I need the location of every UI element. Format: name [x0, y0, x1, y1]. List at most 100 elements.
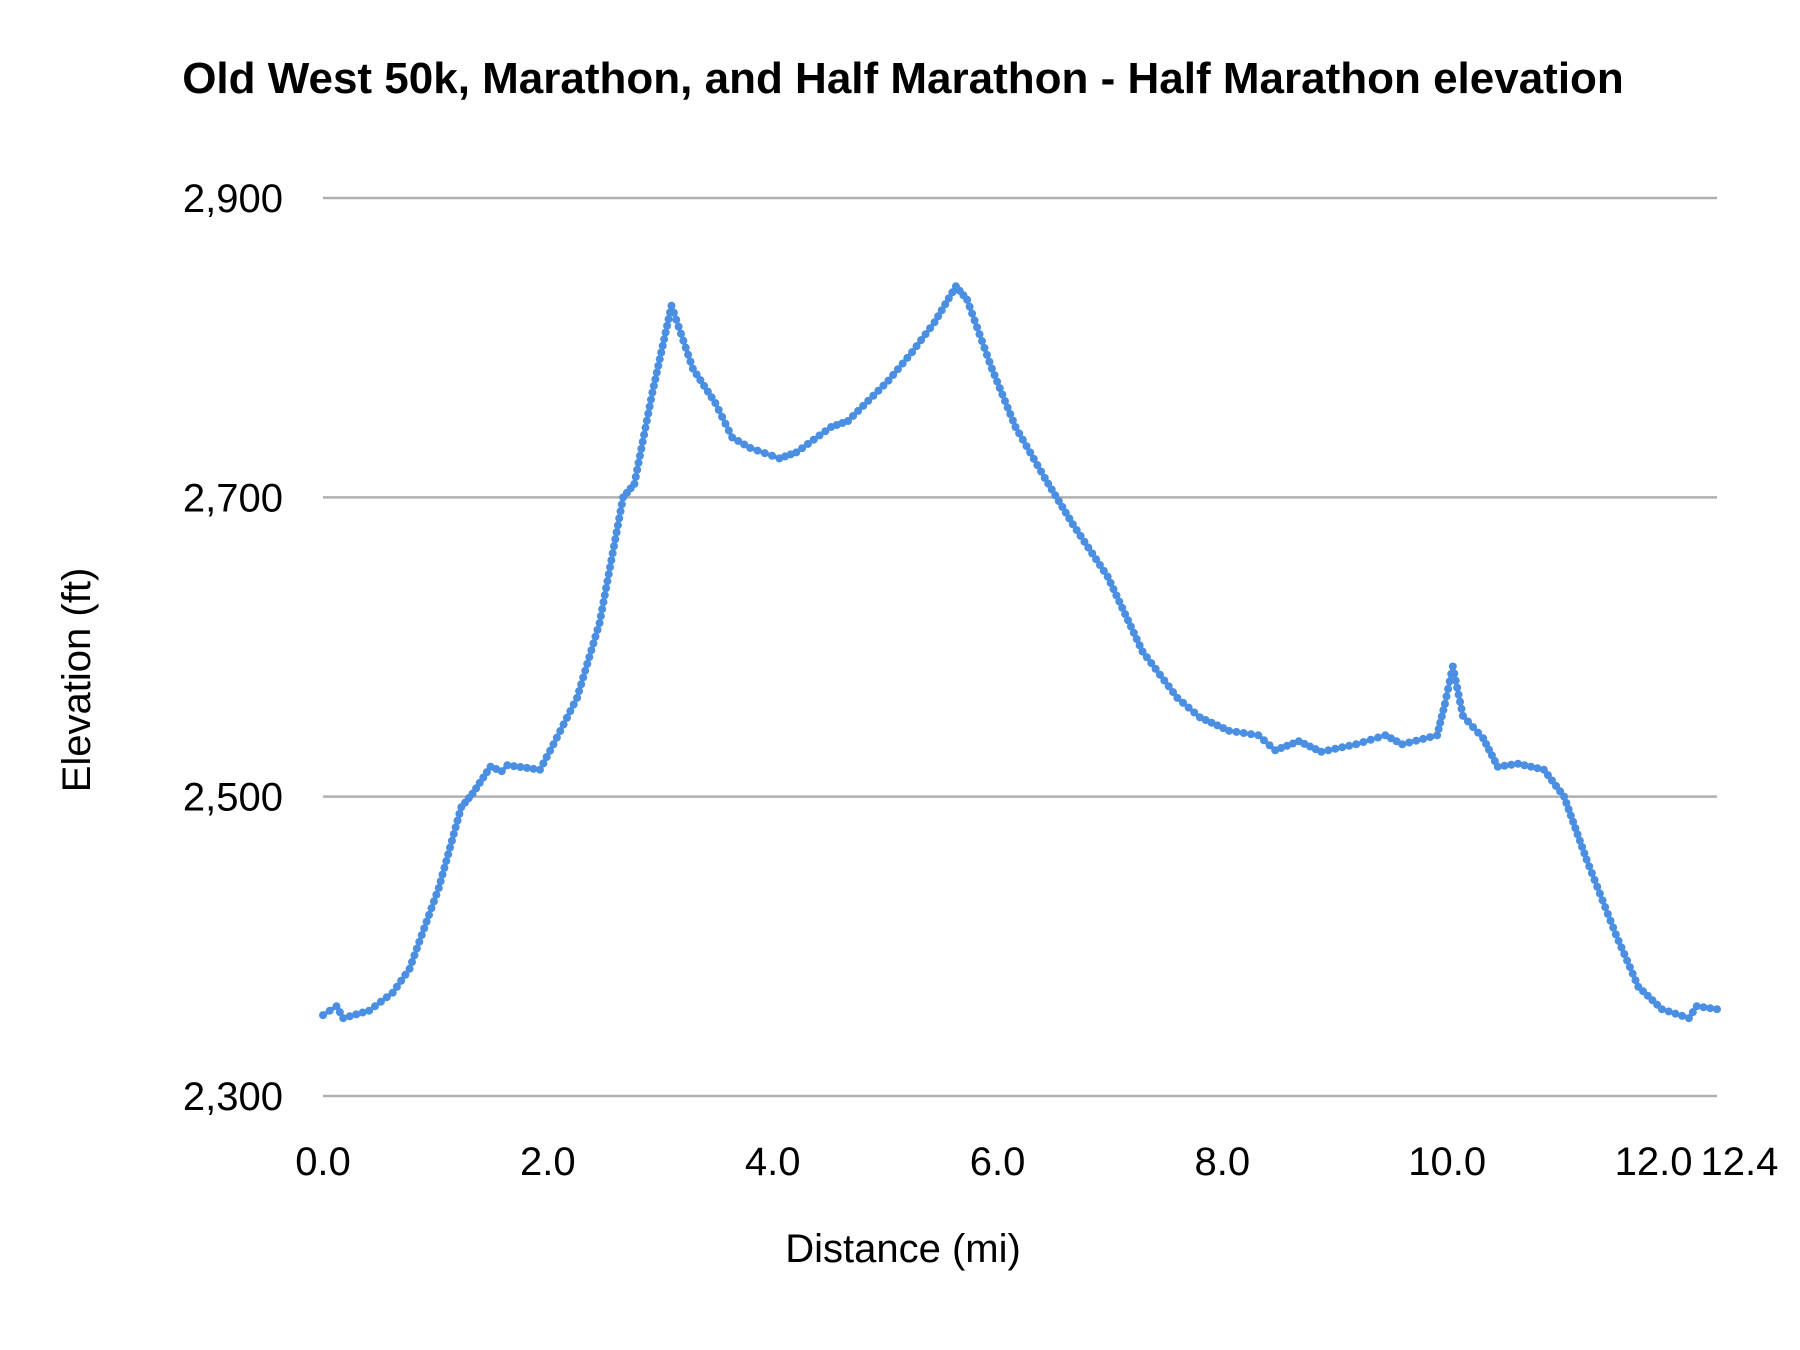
data-point: [609, 542, 618, 551]
data-point: [1352, 740, 1361, 749]
data-point: [1359, 738, 1368, 747]
data-point: [598, 605, 607, 614]
data-point: [407, 958, 416, 967]
data-point: [669, 308, 678, 317]
data-point: [589, 639, 598, 648]
data-point: [995, 384, 1004, 393]
data-point: [325, 1006, 334, 1015]
data-point: [1440, 699, 1449, 708]
data-point: [535, 765, 544, 774]
data-point: [552, 733, 561, 742]
data-point: [1623, 956, 1632, 965]
data-point: [1121, 610, 1130, 619]
data-point: [944, 294, 953, 303]
data-point: [1631, 976, 1640, 985]
data-point: [1247, 730, 1256, 739]
data-point: [604, 570, 613, 579]
data-point: [948, 288, 957, 297]
data-point: [1520, 761, 1529, 770]
data-point: [1657, 1005, 1666, 1014]
data-point: [1426, 733, 1435, 742]
data-point: [569, 700, 578, 709]
data-point: [746, 443, 755, 452]
data-point: [1184, 703, 1193, 712]
data-point: [332, 1002, 341, 1011]
x-tick-label: 10.0: [1408, 1140, 1486, 1184]
data-point: [358, 1008, 367, 1017]
data-point: [509, 762, 518, 771]
data-point: [1514, 759, 1523, 768]
data-point: [1164, 682, 1173, 691]
data-point: [1436, 718, 1445, 727]
data-point: [335, 1008, 344, 1017]
data-point: [889, 370, 898, 379]
data-point: [1603, 909, 1612, 918]
data-point: [792, 448, 801, 457]
data-point: [1022, 442, 1031, 451]
data-point: [1345, 741, 1354, 750]
data-point: [664, 315, 673, 324]
data-point: [587, 646, 596, 655]
data-point: [648, 388, 657, 397]
data-point: [740, 440, 749, 449]
data-point: [397, 976, 406, 985]
data-point: [1474, 728, 1483, 737]
data-point: [1434, 725, 1443, 734]
data-point: [365, 1006, 374, 1015]
data-point: [503, 761, 512, 770]
data-point: [602, 584, 611, 593]
data-point: [1566, 811, 1575, 820]
data-point: [1573, 830, 1582, 839]
data-point: [1092, 555, 1101, 564]
data-point: [1118, 603, 1127, 612]
data-point: [640, 430, 649, 439]
data-point: [1254, 731, 1263, 740]
data-point: [973, 323, 982, 332]
data-point: [879, 381, 888, 390]
data-point: [921, 330, 930, 339]
data-point: [975, 330, 984, 339]
data-point: [583, 659, 592, 668]
data-point: [1445, 677, 1454, 686]
data-point: [1684, 1014, 1693, 1023]
data-point: [1040, 473, 1049, 482]
data-point: [768, 451, 777, 460]
data-point: [417, 931, 426, 940]
data-point: [615, 514, 624, 523]
data-point: [990, 371, 999, 380]
data-point: [446, 843, 455, 852]
data-point: [1598, 896, 1607, 905]
data-point: [1564, 805, 1573, 814]
data-point: [603, 577, 612, 586]
data-point: [661, 328, 670, 337]
data-point: [1450, 669, 1459, 678]
data-point: [1625, 963, 1634, 972]
data-point: [1569, 817, 1578, 826]
data-point: [692, 370, 701, 379]
data-point: [1587, 869, 1596, 878]
data-point: [376, 997, 385, 1006]
data-point: [425, 910, 434, 919]
data-point: [1115, 597, 1124, 606]
data-point: [809, 435, 818, 444]
data-point: [1147, 659, 1156, 668]
data-point: [968, 309, 977, 318]
data-point: [1018, 435, 1027, 444]
data-point: [1173, 693, 1182, 702]
data-point: [412, 944, 421, 953]
data-point: [1595, 889, 1604, 898]
data-point: [1259, 736, 1268, 745]
data-point: [562, 713, 571, 722]
data-point: [1617, 943, 1626, 952]
data-point: [1606, 916, 1615, 925]
data-point: [854, 406, 863, 415]
data-point: [1109, 585, 1118, 594]
elevation-line: [321, 284, 1718, 1021]
data-point: [612, 528, 621, 537]
data-point: [663, 321, 672, 330]
data-point: [630, 479, 639, 488]
data-point: [696, 376, 705, 385]
data-point: [1037, 467, 1046, 476]
data-point: [1507, 760, 1516, 769]
data-point: [1526, 762, 1535, 771]
